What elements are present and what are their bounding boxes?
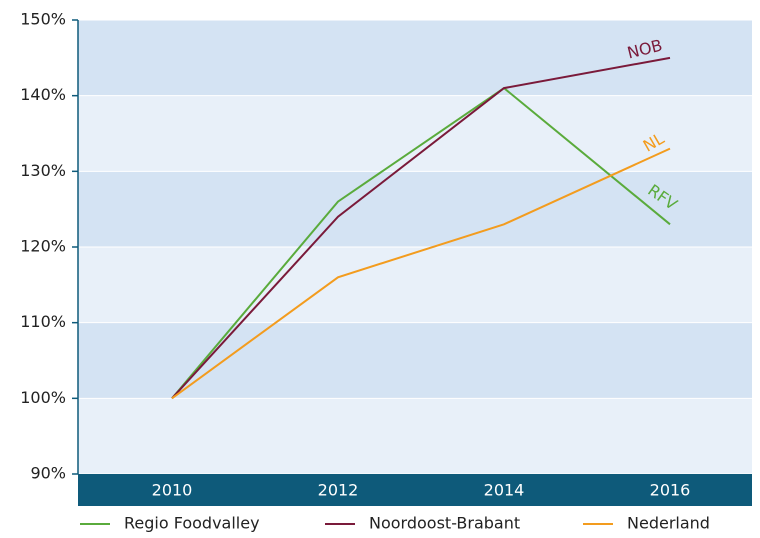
line-series [171,147,671,400]
x-tick-label: 2016 [650,481,691,500]
y-tick-label: 150% [20,10,66,29]
grid-band [78,322,752,399]
y-tick-label: 100% [20,388,66,407]
grid-band [78,171,752,247]
x-tick-label: 2014 [484,481,525,500]
legend-label: Regio Foodvalley [124,514,260,533]
x-tick-label: 2012 [318,481,359,500]
x-axis-bar [78,474,752,506]
line-series [171,56,671,400]
legend-label: Noordoost-Brabant [369,514,520,533]
y-tick-label: 130% [20,161,66,180]
grid-band [78,398,752,474]
y-tick-label: 90% [30,464,66,483]
y-tick-label: 140% [20,85,66,104]
y-tick-label: 120% [20,237,66,256]
grid-band [78,247,752,323]
y-tick-label: 110% [20,312,66,331]
grid-band [78,20,752,96]
legend-label: Nederland [627,514,710,533]
x-tick-label: 2010 [152,481,193,500]
line-series [171,86,671,399]
grid-band [78,95,752,172]
